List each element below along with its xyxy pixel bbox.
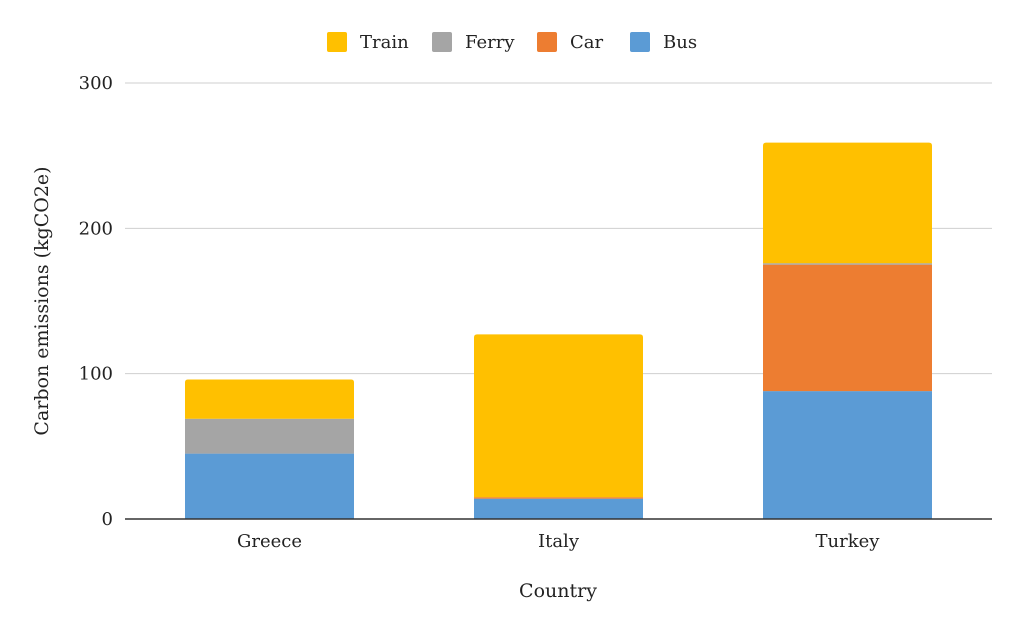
y-tick-label: 100 [79,364,113,385]
bars-layer [185,142,932,519]
bar-italy-train [474,334,643,498]
legend-item-ferry: Ferry [432,32,515,53]
legend-swatch-ferry [432,32,452,52]
bar-greece-ferry [185,418,354,454]
axis-layer: 0 100 200 300 Greece Italy Turkey [79,73,992,552]
x-tick-label-turkey: Turkey [816,531,881,552]
legend-item-car: Car [537,32,604,53]
x-tick-label-greece: Greece [237,531,302,552]
bar-greece-train [185,379,354,419]
legend-label-car: Car [570,32,604,53]
legend-swatch-car [537,32,557,52]
y-tick-label: 0 [102,509,113,530]
legend-label-bus: Bus [663,32,697,53]
x-tick-label-italy: Italy [538,531,580,552]
bar-turkey-ferry [763,263,932,265]
y-axis-title: Carbon emissions (kgCO2e) [31,166,53,435]
legend-label-ferry: Ferry [465,32,515,53]
legend-swatch-train [327,32,347,52]
legend-label-train: Train [360,32,409,53]
legend-swatch-bus [630,32,650,52]
bar-turkey-bus [763,391,932,519]
bar-greece-bus [185,453,354,519]
bar-turkey-car [763,264,932,392]
y-tick-label: 300 [79,73,113,94]
y-tick-label: 200 [79,218,113,239]
bar-italy-bus [474,498,643,519]
legend-item-train: Train [327,32,409,53]
legend: Train Ferry Car Bus [327,32,697,53]
x-axis-title: Country [519,580,597,602]
legend-item-bus: Bus [630,32,697,53]
bar-italy-car [474,497,643,499]
bar-turkey-train [763,142,932,264]
